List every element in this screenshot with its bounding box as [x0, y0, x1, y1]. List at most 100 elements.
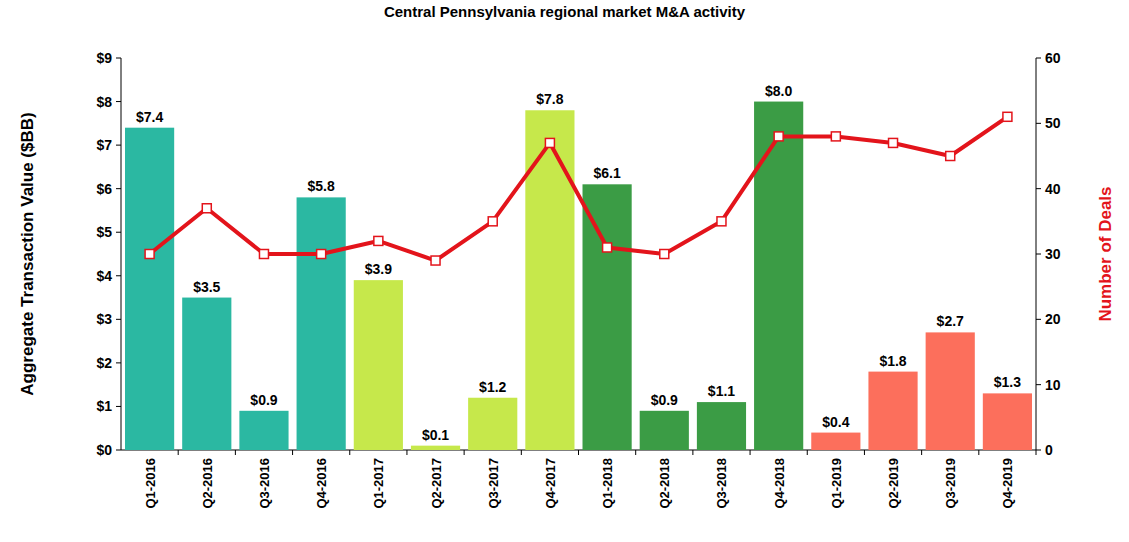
data-label: $8.0 — [765, 83, 792, 99]
x-tick — [521, 450, 522, 455]
y-tick-label: $0 — [96, 442, 112, 458]
y2-axis-title: Number of Deals — [1096, 186, 1115, 321]
x-tick-label: Q1-2016 — [143, 458, 158, 509]
y2-tick-label: 0 — [1045, 442, 1053, 458]
bar — [811, 433, 860, 450]
marker — [374, 236, 383, 245]
data-label: $7.8 — [536, 91, 563, 107]
x-tick-label: Q3-2017 — [486, 458, 501, 509]
data-label: $2.7 — [937, 313, 964, 329]
data-label: $1.2 — [479, 379, 506, 395]
bar — [125, 128, 174, 450]
x-tick-label: Q2-2017 — [429, 458, 444, 509]
y-tick-label: $1 — [96, 398, 112, 414]
marker — [774, 132, 783, 141]
y-tick — [116, 145, 121, 146]
y-tick-label: $2 — [96, 355, 112, 371]
x-tick — [406, 450, 407, 455]
x-tick — [978, 450, 979, 455]
y-tick-label: $6 — [96, 181, 112, 197]
marker — [488, 217, 497, 226]
x-tick — [578, 450, 579, 455]
x-tick-label: Q1-2019 — [829, 458, 844, 509]
y-tick — [116, 362, 121, 363]
x-tick-label: Q4-2017 — [543, 458, 558, 509]
background — [0, 0, 1129, 542]
line — [150, 117, 1008, 261]
y-tick — [116, 275, 121, 276]
y-tick — [116, 232, 121, 233]
marker — [317, 250, 326, 259]
marker — [259, 250, 268, 259]
plot-area — [125, 102, 1032, 450]
y2-tick — [1036, 58, 1041, 59]
bar — [754, 102, 803, 450]
data-label: $3.9 — [365, 261, 392, 277]
data-labels: $7.4$3.5$0.9$5.8$3.9$0.1$1.2$7.8$6.1$0.9… — [136, 83, 1021, 443]
y-tick — [116, 188, 121, 189]
data-label: $7.4 — [136, 109, 163, 125]
data-label: $1.3 — [994, 374, 1021, 390]
y2-tick — [1036, 254, 1041, 255]
data-label: $1.8 — [879, 353, 906, 369]
x-tick — [921, 450, 922, 455]
bar — [983, 393, 1032, 450]
marker — [202, 204, 211, 213]
x-tick-label: Q3-2019 — [943, 458, 958, 509]
x-tick-label: Q3-2018 — [714, 458, 729, 509]
x-tick — [349, 450, 350, 455]
data-label: $0.1 — [422, 427, 449, 443]
bar — [640, 411, 689, 450]
y-tick — [116, 101, 121, 102]
y-tick-label: $3 — [96, 311, 112, 327]
bar — [868, 372, 917, 450]
x-tick — [292, 450, 293, 455]
x-tick — [807, 450, 808, 455]
y2-tick-label: 30 — [1045, 246, 1061, 262]
bar — [182, 298, 231, 450]
x-tick-label: Q2-2018 — [657, 458, 672, 509]
bar — [239, 411, 288, 450]
x-tick — [1036, 450, 1037, 455]
y-tick — [116, 406, 121, 407]
x-tick-label: Q3-2016 — [257, 458, 272, 509]
y-tick-label: $8 — [96, 94, 112, 110]
marker — [1003, 112, 1012, 121]
x-tick — [635, 450, 636, 455]
y-tick-label: $4 — [96, 268, 112, 284]
y-axis-title: Aggregate Transaction Value ($BB) — [18, 112, 37, 395]
bar — [354, 280, 403, 450]
y-tick — [116, 319, 121, 320]
data-label: $0.4 — [822, 414, 849, 430]
y-tick — [116, 58, 121, 59]
bar — [297, 197, 346, 450]
y2-tick — [1036, 188, 1041, 189]
bar — [697, 402, 746, 450]
data-label: $6.1 — [593, 165, 620, 181]
y2-tick-label: 40 — [1045, 181, 1061, 197]
x-tick — [864, 450, 865, 455]
x-tick — [692, 450, 693, 455]
x-tick-label: Q4-2018 — [772, 458, 787, 509]
bar — [525, 110, 574, 450]
y2-tick — [1036, 450, 1041, 451]
y-tick — [116, 450, 121, 451]
chart: Central Pennsylvania regional market M&A… — [0, 0, 1129, 542]
y-axis — [121, 58, 122, 450]
x-tick — [464, 450, 465, 455]
y2-tick — [1036, 384, 1041, 385]
x-tick-label: Q4-2016 — [314, 458, 329, 509]
data-label: $0.9 — [651, 392, 678, 408]
x-tick-label: Q1-2018 — [600, 458, 615, 509]
y-tick-label: $7 — [96, 137, 112, 153]
x-tick — [235, 450, 236, 455]
bar — [411, 446, 460, 450]
data-label: $5.8 — [308, 178, 335, 194]
marker — [603, 243, 612, 252]
y2-tick — [1036, 319, 1041, 320]
y-tick-label: $5 — [96, 224, 112, 240]
marker — [545, 138, 554, 147]
bar — [583, 184, 632, 450]
y2-tick-label: 60 — [1045, 50, 1061, 66]
title: Central Pennsylvania regional market M&A… — [384, 3, 746, 20]
